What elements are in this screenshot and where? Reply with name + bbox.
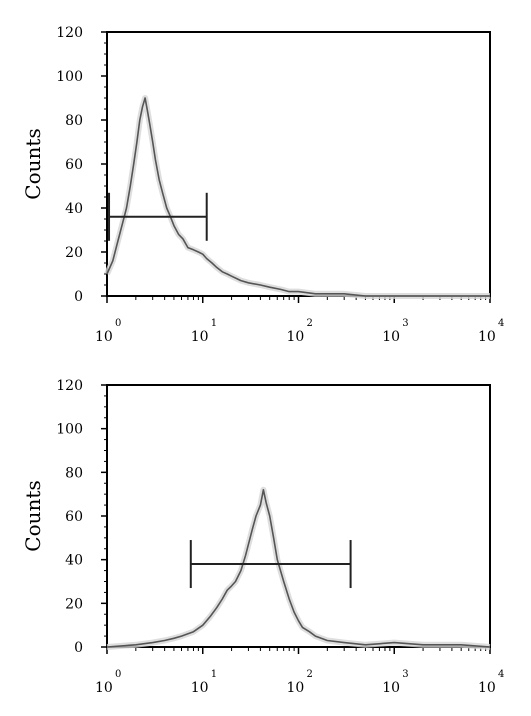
- x-tick-label: 10: [382, 329, 400, 345]
- y-tick-label: 40: [65, 201, 83, 217]
- y-tick-label: 100: [56, 422, 83, 438]
- x-tick-label: 10: [287, 680, 305, 696]
- x-tick-label: 10: [95, 680, 113, 696]
- plot-frame: [106, 384, 491, 648]
- x-tick-label: 10: [95, 329, 113, 345]
- x-tick-exponent: 1: [211, 318, 217, 329]
- x-tick-label: 10: [191, 680, 209, 696]
- x-tick-exponent: 4: [498, 318, 504, 329]
- histogram-shadow: [106, 486, 491, 650]
- x-tick-exponent: 2: [307, 318, 313, 329]
- y-tick-label: 40: [65, 553, 83, 569]
- y-tick-label: 120: [56, 25, 83, 41]
- y-tick-label: 0: [74, 289, 83, 305]
- y-tick-label: 120: [56, 378, 83, 394]
- x-tick-exponent: 4: [498, 669, 504, 680]
- x-tick-label: 10: [382, 680, 400, 696]
- y-tick-label: 80: [65, 465, 83, 481]
- x-tick-label: 10: [191, 329, 209, 345]
- plot-frame: [106, 31, 491, 297]
- y-tick-label: 60: [65, 157, 83, 173]
- histogram-line: [106, 488, 491, 648]
- y-tick-label: 20: [65, 245, 83, 261]
- x-tick-label: 10: [478, 329, 496, 345]
- histogram-line: [106, 97, 490, 297]
- x-tick-exponent: 0: [115, 318, 121, 329]
- y-tick-label: 20: [65, 596, 83, 612]
- y-tick-label: 80: [65, 113, 83, 129]
- x-tick-exponent: 3: [402, 318, 408, 329]
- x-tick-label: 10: [478, 680, 496, 696]
- x-tick-exponent: 1: [211, 669, 217, 680]
- y-tick-label: 0: [74, 640, 83, 656]
- x-tick-label: 10: [287, 329, 305, 345]
- y-tick-label: 60: [65, 509, 83, 525]
- x-tick-exponent: 2: [307, 669, 313, 680]
- x-tick-exponent: 0: [115, 669, 121, 680]
- y-axis-title: Counts: [21, 128, 45, 199]
- x-tick-exponent: 3: [402, 669, 408, 680]
- y-tick-label: 100: [56, 69, 83, 85]
- y-axis-title: Counts: [21, 480, 45, 551]
